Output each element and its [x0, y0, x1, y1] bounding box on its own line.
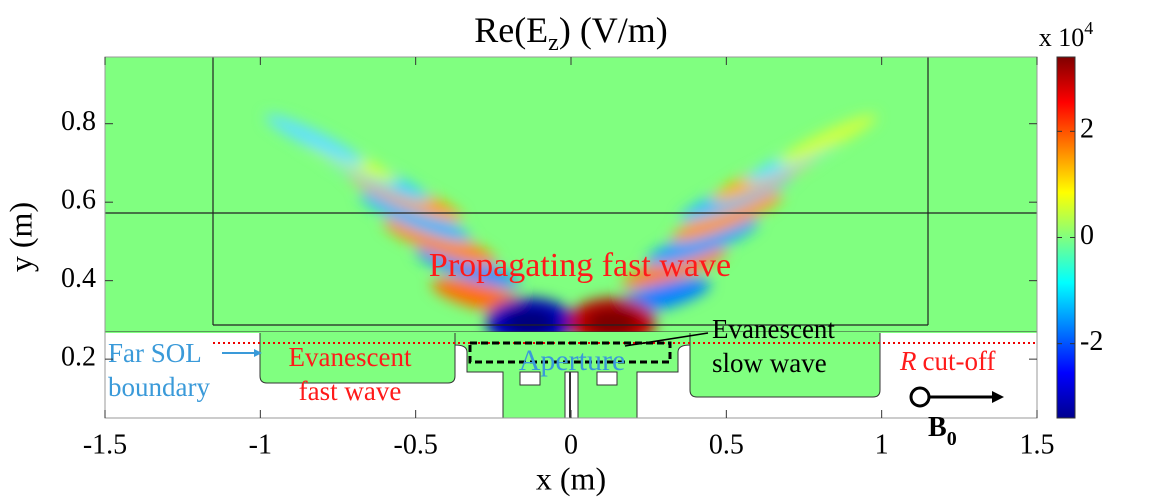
field-lobe — [621, 248, 727, 288]
annotation: Evanescent fast wave — [289, 342, 412, 406]
x-tick-label: 1.5 — [1020, 429, 1055, 460]
aperture-box — [468, 341, 672, 364]
x-tick-label: 0.5 — [709, 429, 744, 460]
x-tick-label: -1.5 — [83, 429, 127, 460]
annotation: Far SOL boundary — [108, 338, 210, 402]
sol-region — [259, 331, 456, 384]
x-axis-label: x (m) — [536, 460, 606, 496]
arrowhead — [992, 391, 1004, 403]
annotation-subscript: 0 — [947, 428, 957, 450]
field-lobe — [359, 192, 471, 242]
x-tick-label: -1 — [249, 429, 272, 460]
x-tick-label: -0.5 — [394, 429, 438, 460]
sol-region — [689, 331, 881, 398]
annotation-line: Far SOL — [108, 338, 202, 368]
strap — [519, 371, 541, 386]
annotation: B0 — [928, 412, 957, 449]
field-lobe — [504, 308, 556, 336]
colorbar-label-base: x 10 — [1039, 23, 1085, 52]
field-lobe — [645, 218, 759, 266]
field-lobe — [265, 114, 365, 166]
y-axis-label: y (m) — [2, 202, 38, 272]
y-tick-label: 0.6 — [61, 185, 96, 216]
title-text: Re(E — [474, 10, 548, 50]
field — [105, 57, 1037, 418]
field-lobe — [671, 192, 783, 242]
x-tick-label: 0 — [564, 429, 578, 460]
y-tick-label: 0.8 — [61, 106, 96, 137]
title-subscript: z — [548, 30, 559, 56]
field-lobe — [415, 248, 521, 288]
colorbar-label-exponent: 4 — [1084, 18, 1093, 38]
chart-title: Re(Ez) (V/m) — [474, 10, 668, 55]
strap — [596, 371, 618, 386]
annotation-symbol: B — [928, 412, 947, 443]
annotation: Evanescent slow wave — [712, 314, 835, 378]
annotation-line: Evanescent — [289, 342, 412, 372]
field-lobe — [777, 114, 877, 166]
x-tick-label: 1 — [875, 429, 889, 460]
annotation-line: boundary — [108, 372, 210, 402]
y-tick-label: 0.2 — [61, 342, 96, 373]
colorbar-tick-label: -2 — [1080, 326, 1103, 357]
field-lobe — [383, 218, 497, 266]
y-tick-label: 0.4 — [61, 263, 96, 294]
title-text: ) (V/m) — [559, 10, 668, 50]
colorbar-tick-label: 0 — [1080, 220, 1094, 251]
annotation: Aperture — [519, 344, 626, 377]
annotation-line: Evanescent — [712, 314, 835, 344]
annotation-line: fast wave — [299, 376, 402, 406]
colorbar-tick-label: 2 — [1080, 114, 1094, 145]
annotation: Propagating fast wave — [429, 247, 731, 284]
edge — [105, 332, 1037, 333]
arrowhead — [254, 349, 262, 357]
annotation-symbol: R — [899, 346, 917, 376]
colorbar-label: x 104 — [1039, 18, 1094, 52]
annotation-line: cut-off — [923, 346, 996, 376]
pointer — [624, 332, 709, 347]
annotation-line: Aperture — [519, 344, 626, 377]
field-lobe — [586, 308, 638, 336]
aperture-region — [454, 331, 691, 418]
annotation-line: Propagating fast wave — [429, 247, 731, 284]
annotation-line: slow wave — [712, 348, 827, 378]
